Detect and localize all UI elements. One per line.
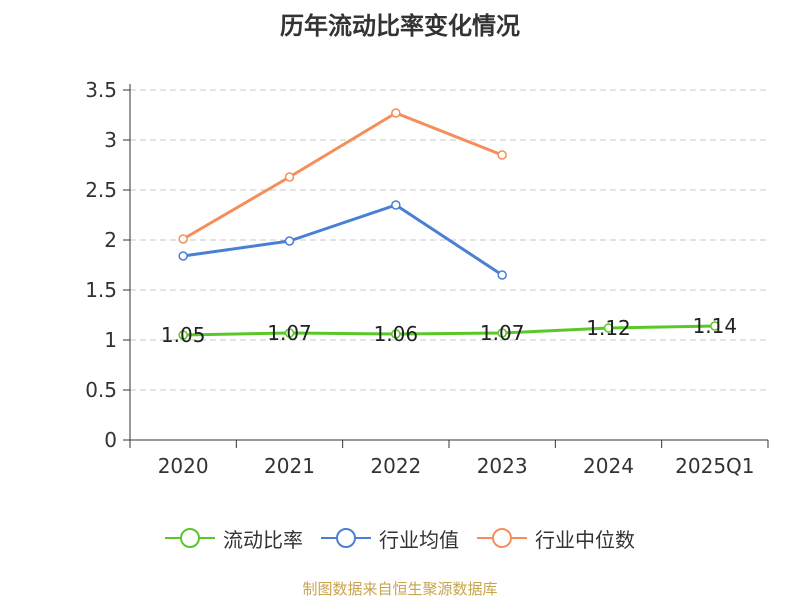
series-line-1	[182, 203, 503, 277]
chart-title: 历年流动比率变化情况	[280, 12, 520, 40]
x-tick-label: 2025Q1	[675, 454, 754, 478]
y-tick-label: 1.5	[85, 278, 117, 302]
series-line-2	[182, 111, 503, 241]
x-tick-label: 2024	[583, 454, 634, 478]
data-point	[284, 236, 295, 246]
data-point	[497, 328, 507, 338]
x-tick-label: 2021	[264, 454, 315, 478]
data-label: 1.05	[161, 323, 206, 347]
x-tick-label: 2020	[158, 454, 209, 478]
legend-marker-current-ratio	[165, 528, 215, 548]
data-point	[391, 200, 401, 210]
legend-item-industry-median[interactable]: 行业中位数	[477, 524, 635, 553]
data-point	[710, 321, 720, 331]
data-point	[497, 150, 507, 160]
data-point	[284, 172, 295, 182]
legend-item-industry-mean[interactable]: 行业均值	[321, 524, 459, 553]
data-point	[603, 323, 614, 333]
data-point	[284, 328, 295, 338]
data-point	[178, 251, 188, 261]
legend-marker-industry-median	[477, 528, 527, 548]
chart-legend: 流动比率 行业均值 行业中位数	[0, 522, 800, 554]
legend-label-industry-mean: 行业均值	[379, 527, 459, 552]
data-label: 1.07	[267, 321, 312, 345]
y-tick-label: 0	[104, 428, 117, 452]
data-point	[391, 108, 401, 118]
y-tick-label: 2	[104, 228, 117, 252]
data-point	[178, 234, 188, 244]
data-label: 1.06	[374, 322, 419, 346]
data-label: 1.07	[480, 321, 525, 345]
y-tick-label: 3	[104, 128, 117, 152]
series-line-0	[183, 324, 715, 337]
x-tick-label: 2023	[477, 454, 528, 478]
data-point	[497, 270, 507, 280]
legend-label-current-ratio: 流动比率	[223, 527, 303, 552]
y-tick-label: 0.5	[85, 378, 117, 402]
legend-marker-industry-mean	[321, 528, 371, 548]
legend-item-current-ratio[interactable]: 流动比率	[165, 524, 303, 553]
data-label: 1.14	[693, 314, 738, 338]
data-label: 1.12	[586, 316, 631, 340]
data-point	[178, 330, 188, 340]
x-tick-label: 2022	[370, 454, 421, 478]
legend-label-industry-median: 行业中位数	[535, 527, 635, 552]
y-tick-label: 3.5	[85, 78, 117, 102]
y-tick-label: 1	[104, 328, 117, 352]
data-source-note: 制图数据来自恒生聚源数据库	[302, 580, 498, 598]
y-tick-label: 2.5	[85, 178, 117, 202]
data-point	[391, 329, 401, 339]
